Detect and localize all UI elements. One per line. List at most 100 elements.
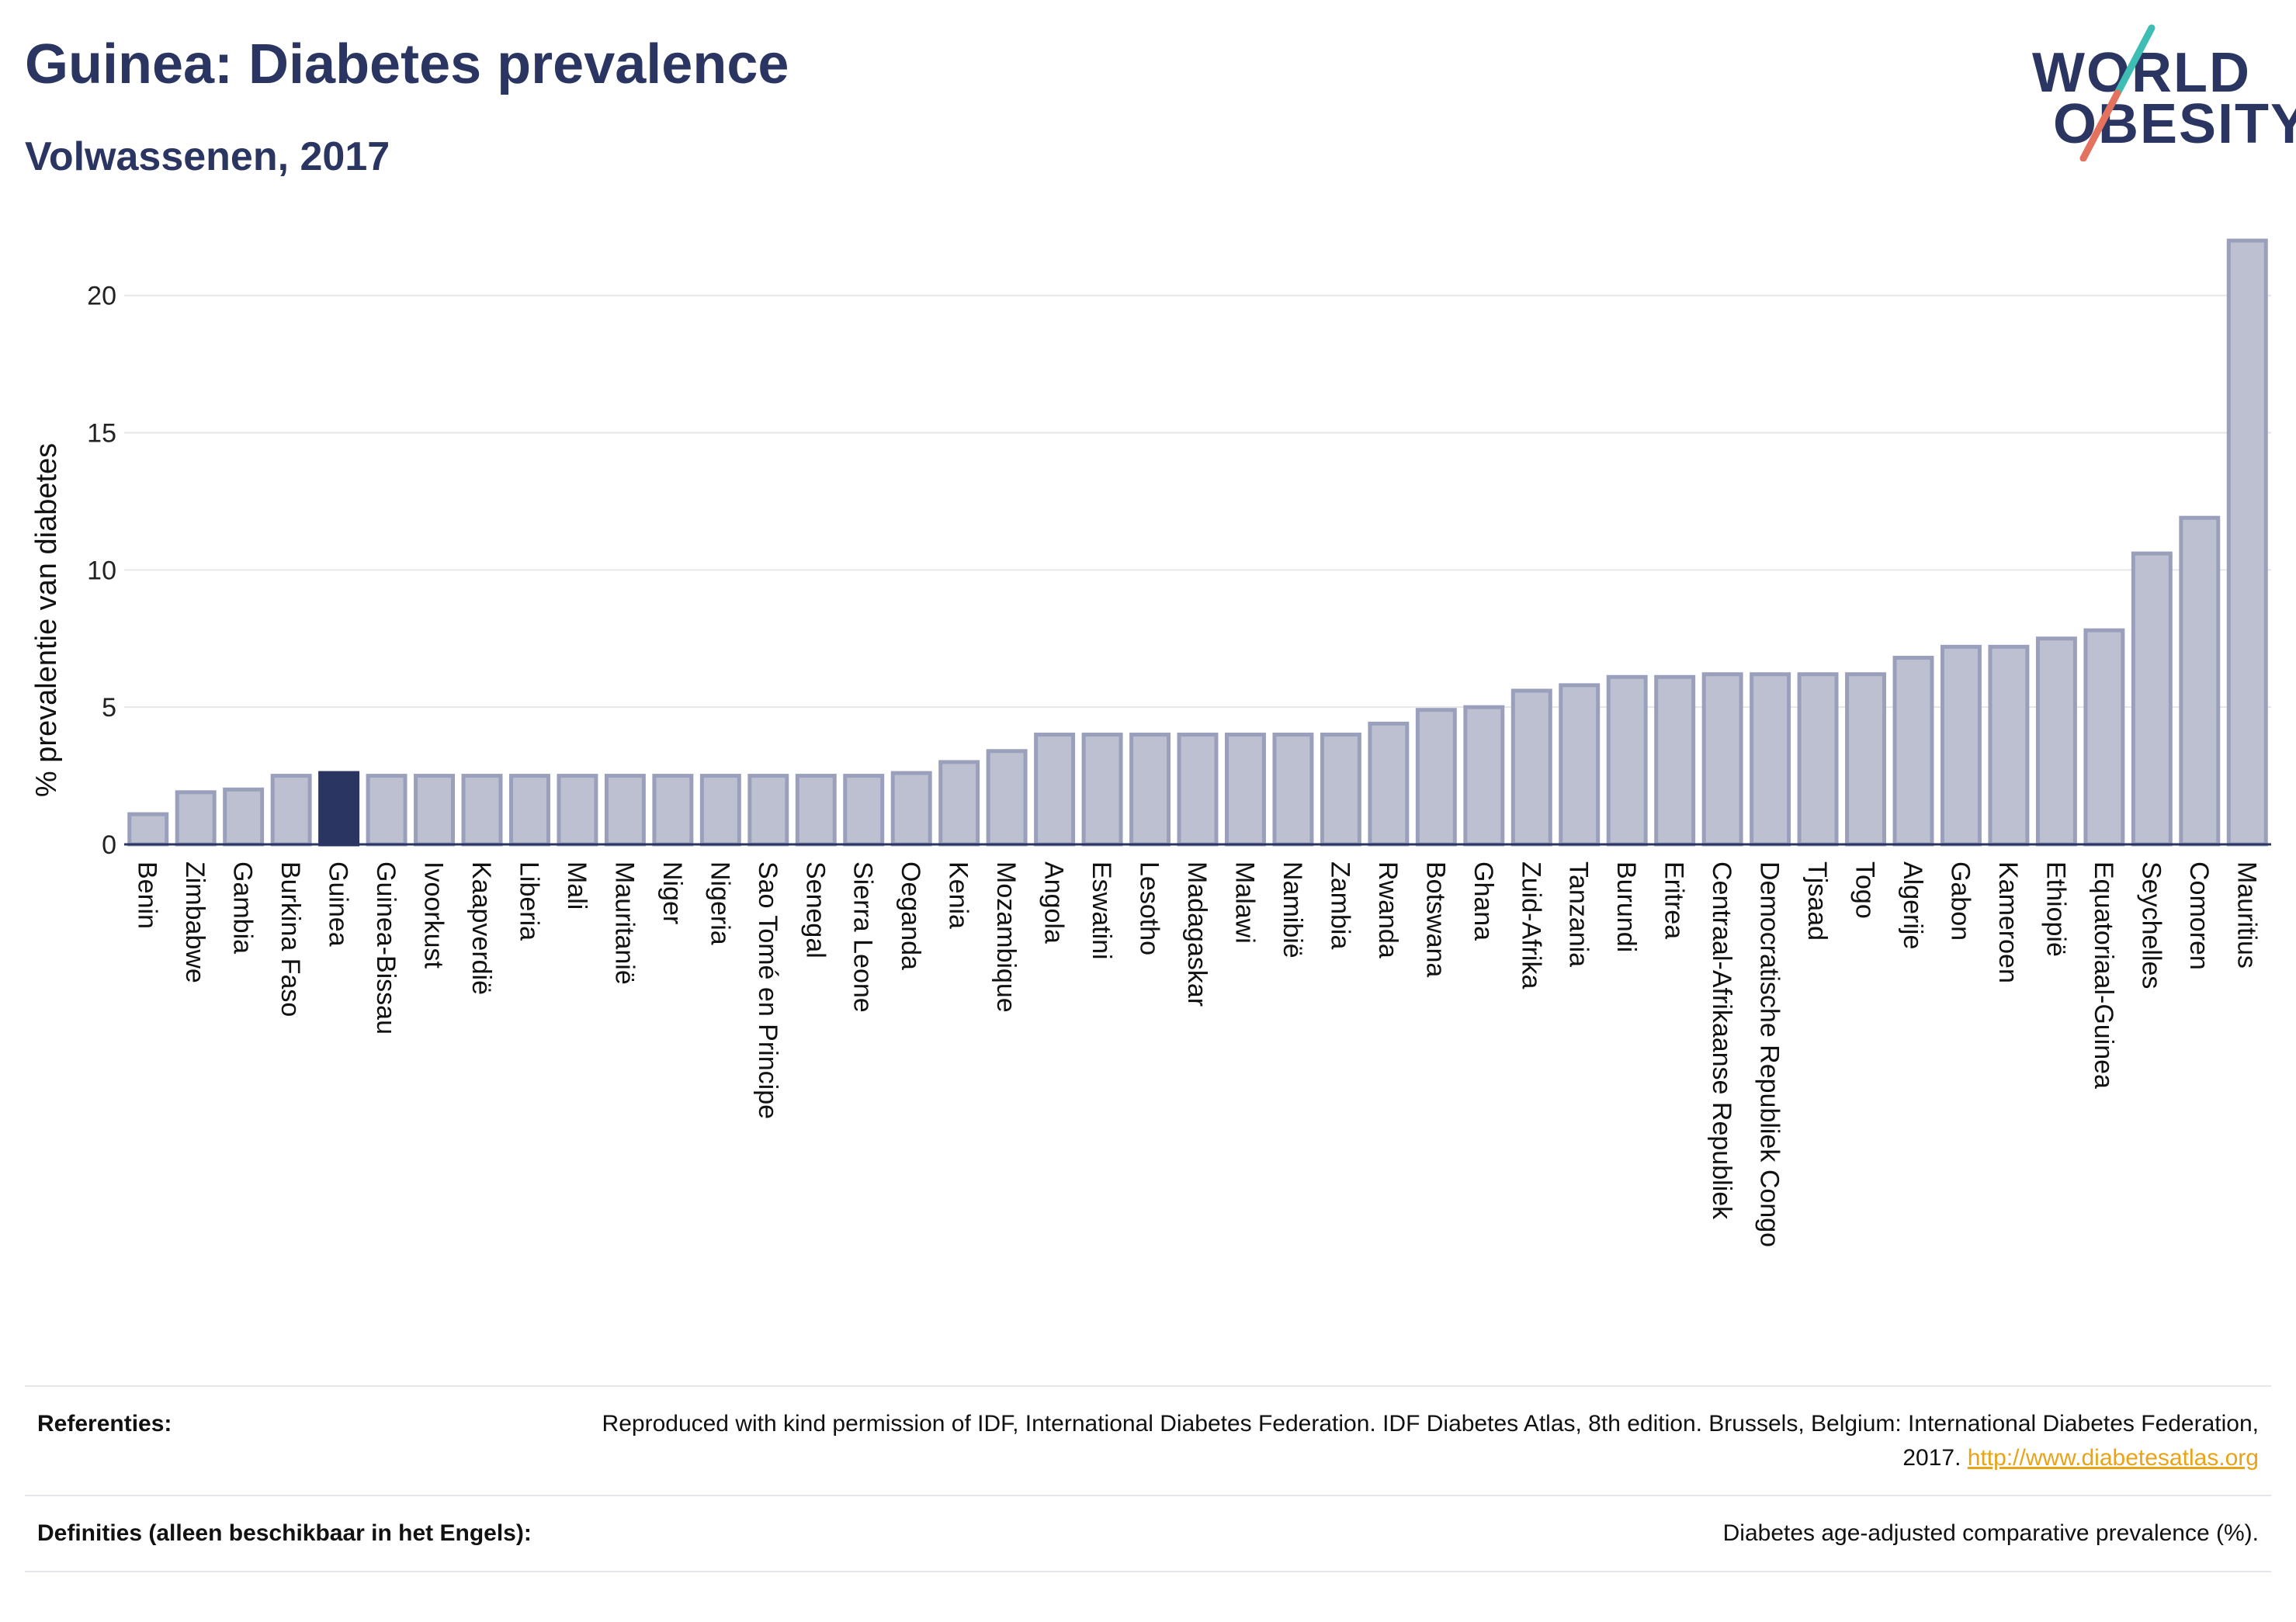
bar-chart: 0 5 10 15 20 Benin Zimbabwe Gambia Burkina Faso… bbox=[30, 238, 2271, 1247]
x-tick-label: Senegal bbox=[800, 861, 830, 958]
bar-lesotho bbox=[1129, 733, 1171, 847]
x-tick-label: Ghana bbox=[1469, 861, 1498, 941]
x-tick-label: Ivoorkust bbox=[419, 861, 449, 969]
logo-slash-icon bbox=[2079, 24, 2156, 161]
x-tick-label: Mauritanië bbox=[609, 861, 639, 985]
x-tick-label: Kaapverdië bbox=[466, 861, 496, 995]
bar-benin bbox=[127, 812, 169, 847]
definitions-label: Definities (alleen beschikbaar in het En… bbox=[25, 1495, 546, 1572]
x-tick-label: Botswana bbox=[1420, 861, 1450, 977]
bar-nigeria bbox=[699, 774, 741, 847]
x-tick-label: Zimbabwe bbox=[180, 861, 210, 983]
bar-kaapverdi- bbox=[461, 774, 503, 847]
x-tick-label: Equatoriaal-Guinea bbox=[2089, 861, 2118, 1089]
x-tick-label: Centraal-Afrikaanse Republiek bbox=[1707, 861, 1736, 1220]
x-tick-label: Madagaskar bbox=[1182, 861, 1212, 1007]
definitions-row: Definities (alleen beschikbaar in het En… bbox=[25, 1495, 2271, 1572]
x-tick-label: Togo bbox=[1850, 861, 1880, 919]
x-tick-label: Eritrea bbox=[1660, 861, 1689, 939]
bar-ivoorkust bbox=[414, 774, 456, 847]
chart-title: Guinea: Diabetes prevalence bbox=[25, 33, 789, 95]
x-tick-label: Sao Tomé en Principe bbox=[753, 861, 782, 1119]
bar-tjsaad bbox=[1797, 672, 1839, 847]
x-tick-label: Benin bbox=[133, 861, 162, 929]
bar-gambia bbox=[223, 787, 265, 847]
x-tick-label: Mali bbox=[562, 861, 591, 910]
x-tick-label: Guinea bbox=[324, 861, 353, 947]
bar-seychelles bbox=[2131, 551, 2173, 847]
bar-mozambique bbox=[986, 749, 1028, 847]
x-tick-label: Ethiopië bbox=[2041, 861, 2070, 957]
bar-zimbabwe bbox=[175, 790, 217, 847]
references-value: Reproduced with kind permission of IDF, … bbox=[546, 1385, 2271, 1495]
bar-comoren bbox=[2179, 515, 2221, 847]
x-tick-label: Burkina Faso bbox=[276, 861, 305, 1017]
x-tick-label: Gabon bbox=[1945, 861, 1975, 941]
bar-botswana bbox=[1415, 708, 1457, 847]
bar-eritrea bbox=[1654, 674, 1696, 847]
bar-guinea bbox=[318, 771, 360, 847]
bar-centraal-afrikaanse-republiek bbox=[1701, 672, 1743, 847]
x-tick-label: Eswatini bbox=[1087, 861, 1116, 960]
definitions-value: Diabetes age-adjusted comparative preval… bbox=[546, 1495, 2271, 1572]
bar-ghana bbox=[1463, 705, 1505, 847]
bar-guinea-bissau bbox=[366, 774, 408, 847]
world-obesity-logo: WORLD OBESITY bbox=[2018, 22, 2296, 161]
references-table: Referenties: Reproduced with kind permis… bbox=[25, 1385, 2271, 1572]
y-tick-label: 15 bbox=[87, 419, 116, 449]
y-tick-label: 10 bbox=[87, 556, 116, 585]
x-tick-label: Comoren bbox=[2184, 861, 2214, 970]
x-tick-label: Kenia bbox=[944, 861, 973, 929]
bar-malawi bbox=[1224, 733, 1266, 847]
bar-zambia bbox=[1320, 733, 1361, 847]
y-tick-label: 5 bbox=[102, 693, 116, 723]
bar-sao-tom-en-principe bbox=[747, 774, 789, 847]
bar-zuid-afrika bbox=[1510, 688, 1552, 847]
x-tick-label: Niger bbox=[657, 861, 687, 924]
bar-ethiopi- bbox=[2035, 636, 2077, 847]
bar-senegal bbox=[795, 774, 837, 847]
x-tick-label: Zuid-Afrika bbox=[1516, 861, 1545, 989]
bar-mali bbox=[557, 774, 598, 847]
bar-mauritius bbox=[2226, 238, 2268, 847]
bar-niger bbox=[652, 774, 694, 847]
bar-liberia bbox=[508, 774, 550, 847]
bars bbox=[127, 238, 2268, 847]
bar-angola bbox=[1034, 733, 1076, 847]
x-tick-label: Tanzania bbox=[1564, 861, 1594, 967]
references-label: Referenties: bbox=[25, 1385, 546, 1495]
bar-namibi- bbox=[1272, 733, 1314, 847]
x-tick-label: Gambia bbox=[228, 861, 258, 954]
y-tick-label: 20 bbox=[87, 282, 116, 311]
y-axis-label: % prevalentie van diabetes bbox=[30, 443, 63, 797]
x-axis-ticks: Benin Zimbabwe Gambia Burkina Faso Guinea Gui… bbox=[133, 861, 2262, 1247]
x-tick-label: Guinea-Bissau bbox=[371, 861, 401, 1035]
x-tick-label: Burundi bbox=[1611, 861, 1641, 952]
bar-gabon bbox=[1940, 644, 1982, 847]
x-tick-label: Namibië bbox=[1278, 861, 1307, 958]
x-tick-label: Mauritius bbox=[2232, 861, 2261, 969]
bar-togo bbox=[1845, 672, 1887, 847]
bar-eswatini bbox=[1081, 733, 1123, 847]
bar-equatoriaal-guinea bbox=[2083, 628, 2125, 847]
bar-algerije bbox=[1892, 656, 1934, 847]
bar-burundi bbox=[1606, 674, 1648, 847]
bar-burkina-faso bbox=[270, 774, 312, 847]
references-text: Reproduced with kind permission of IDF, … bbox=[602, 1411, 2259, 1471]
chart-subtitle: Volwassenen, 2017 bbox=[25, 134, 390, 179]
x-tick-label: Democratische Republiek Congo bbox=[1755, 861, 1784, 1247]
x-tick-label: Rwanda bbox=[1373, 861, 1403, 958]
x-tick-label: Mozambique bbox=[991, 861, 1021, 1013]
bar-kenia bbox=[938, 760, 980, 847]
bar-madagaskar bbox=[1177, 733, 1219, 847]
bar-tanzania bbox=[1559, 683, 1601, 847]
x-tick-label: Zambia bbox=[1325, 861, 1354, 949]
references-link[interactable]: http://www.diabetesatlas.org bbox=[1967, 1444, 2259, 1471]
bar-mauritani- bbox=[604, 774, 646, 847]
x-tick-label: Sierra Leone bbox=[848, 861, 878, 1013]
y-tick-label: 0 bbox=[102, 830, 116, 860]
bar-sierra-leone bbox=[843, 774, 885, 847]
x-tick-label: Malawi bbox=[1230, 861, 1259, 944]
x-tick-label: Tjsaad bbox=[1802, 861, 1832, 941]
x-tick-label: Kameroen bbox=[1993, 861, 2023, 983]
